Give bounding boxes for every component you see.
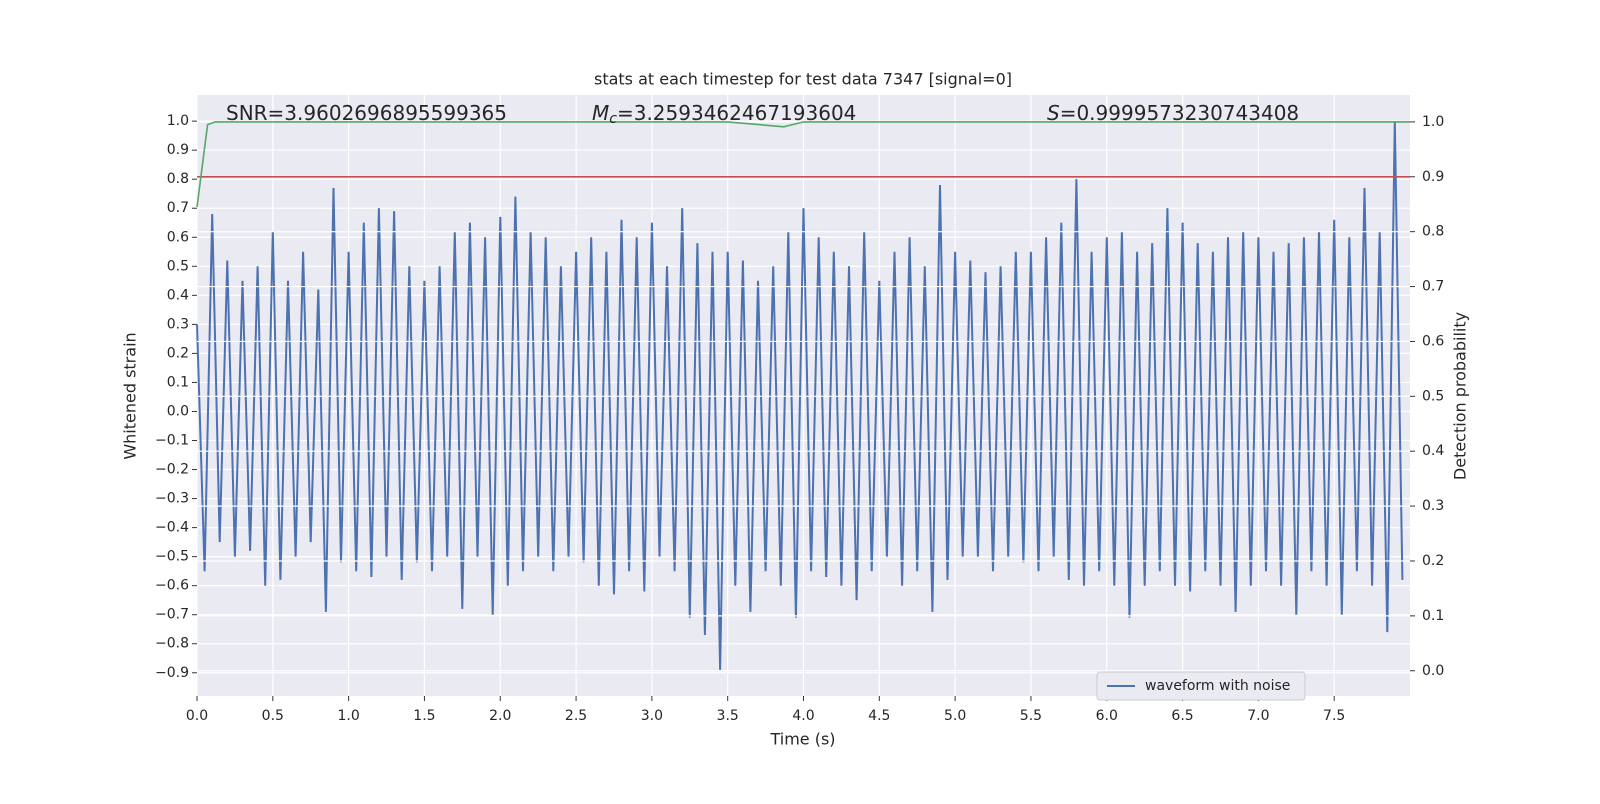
x-tick-label: 4.5 <box>868 708 890 724</box>
y2ticks-label: 0.9 <box>1422 169 1444 185</box>
yticks-label: 1.0 <box>167 113 189 129</box>
annotation: S=0.9999573230743408 <box>1047 101 1299 125</box>
annotation-symbol: M <box>592 101 609 125</box>
yticks-label: −0.6 <box>155 578 189 594</box>
yticks-label: 0.3 <box>167 316 189 332</box>
y-axis-label: Whitened strain <box>121 332 140 459</box>
x-tick-label: 5.0 <box>944 708 966 724</box>
yticks-label: 0.5 <box>167 258 189 274</box>
yticks-label: 0.0 <box>167 403 189 419</box>
yticks-label: −0.7 <box>155 607 189 623</box>
x-tick-label: 3.0 <box>641 708 663 724</box>
yticks-label: −0.3 <box>155 491 189 507</box>
annotation-text: =0.9999573230743408 <box>1060 101 1299 125</box>
x-tick-label: 7.5 <box>1323 708 1345 724</box>
x-tick-label: 5.5 <box>1020 708 1042 724</box>
chart-title: stats at each timestep for test data 734… <box>594 70 1012 89</box>
x-tick-label: 0.0 <box>186 708 208 724</box>
x-tick-label: 1.5 <box>413 708 435 724</box>
series-line <box>196 121 1404 670</box>
yticks-label: 0.9 <box>167 142 189 158</box>
x-tick-label: 3.5 <box>717 708 739 724</box>
yticks-label: 0.6 <box>167 229 189 245</box>
yticks-label: −0.9 <box>155 665 189 681</box>
annotation: Mc=3.2593462467193604 <box>592 101 856 128</box>
x-tick-label: 6.0 <box>1096 708 1118 724</box>
yticks-label: 0.1 <box>167 374 189 390</box>
y2ticks-label: 0.4 <box>1422 443 1444 459</box>
series-line <box>196 121 1410 208</box>
y2ticks-label: 0.5 <box>1422 388 1444 404</box>
yticks-label: −0.2 <box>155 462 189 478</box>
annotation-subscript: c <box>609 111 617 127</box>
yticks-label: 0.8 <box>167 171 189 187</box>
x-tick-label: 2.0 <box>489 708 511 724</box>
annotation-text: =3.2593462467193604 <box>617 101 856 125</box>
x-tick-label: 2.5 <box>565 708 587 724</box>
y2ticks-label: 0.6 <box>1422 333 1444 349</box>
x-tick-label: 7.0 <box>1247 708 1269 724</box>
annotation-text: SNR=3.9602696895599365 <box>226 101 507 125</box>
x-tick-label: 0.5 <box>262 708 284 724</box>
x-tick-label: 1.0 <box>337 708 359 724</box>
y2ticks-label: 0.2 <box>1422 553 1444 569</box>
x-tick-label: 4.0 <box>792 708 814 724</box>
x-tick-label: 6.5 <box>1171 708 1193 724</box>
legend-box <box>1096 671 1306 701</box>
y2ticks-label: 0.7 <box>1422 279 1444 295</box>
y2-axis-label: Detection probability <box>1451 312 1470 480</box>
annotation-symbol: S <box>1047 101 1060 125</box>
x-axis-label: Time (s) <box>769 730 835 749</box>
y2ticks-label: 0.8 <box>1422 224 1444 240</box>
yticks-label: −0.4 <box>155 520 189 536</box>
yticks-label: 0.2 <box>167 345 189 361</box>
annotation: SNR=3.9602696895599365 <box>226 101 507 125</box>
yticks-label: 0.7 <box>167 200 189 216</box>
y2ticks-label: 0.0 <box>1422 663 1444 679</box>
yticks-label: 0.4 <box>167 287 189 303</box>
yticks-label: −0.5 <box>155 549 189 565</box>
yticks-label: −0.1 <box>155 433 189 449</box>
y2ticks-label: 0.1 <box>1422 608 1444 624</box>
y2ticks-label: 0.3 <box>1422 498 1444 514</box>
yticks-label: −0.8 <box>155 636 189 652</box>
legend-label: waveform with noise <box>1145 678 1290 694</box>
y2ticks-label: 1.0 <box>1422 114 1444 130</box>
